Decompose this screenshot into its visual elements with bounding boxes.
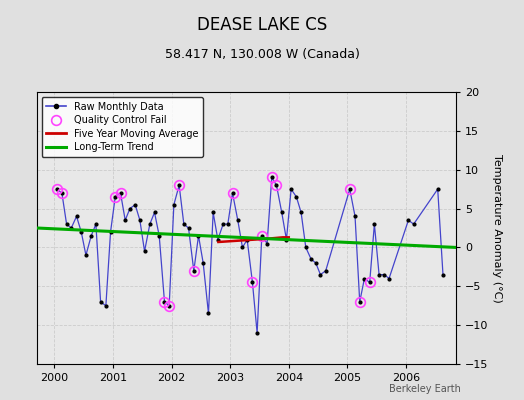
Text: DEASE LAKE CS: DEASE LAKE CS <box>197 16 327 34</box>
Legend: Raw Monthly Data, Quality Control Fail, Five Year Moving Average, Long-Term Tren: Raw Monthly Data, Quality Control Fail, … <box>41 97 203 157</box>
Text: Berkeley Earth: Berkeley Earth <box>389 384 461 394</box>
Y-axis label: Temperature Anomaly (°C): Temperature Anomaly (°C) <box>492 154 502 302</box>
Text: 58.417 N, 130.008 W (Canada): 58.417 N, 130.008 W (Canada) <box>165 48 359 61</box>
